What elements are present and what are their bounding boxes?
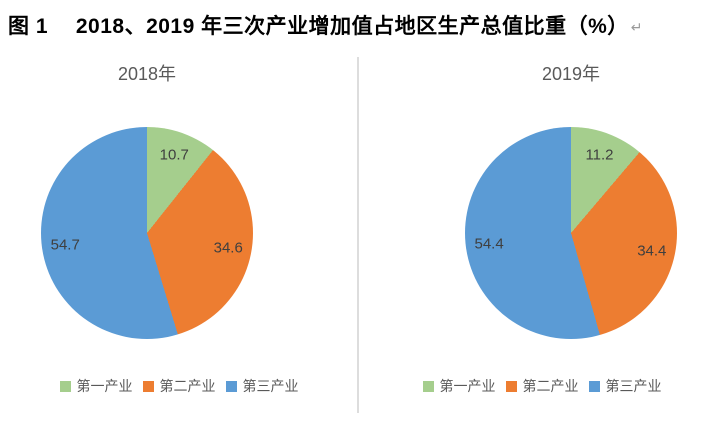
figure-title: 图 1 2018、2019 年三次产业增加值占地区生产总值比重（%） ↵	[8, 10, 643, 40]
pie-chart-2019[interactable]: 11.2 34.4 54.4	[465, 127, 677, 339]
chart-panel-2019[interactable]: 2019年 11.2 34.4 54.4 第一产业 第二产业 第三产业	[360, 48, 724, 420]
legend-label-secondary: 第二产业	[159, 378, 216, 394]
pie-value-label: 34.6	[213, 239, 243, 257]
pie-value-label: 54.7	[50, 236, 80, 254]
legend-label-primary: 第一产业	[439, 378, 496, 394]
pie-value-label: 10.7	[159, 146, 189, 164]
pie-chart-2018[interactable]: 10.7 34.6 54.7	[41, 127, 253, 339]
pie-value-label: 34.4	[637, 242, 667, 260]
legend-label-secondary: 第二产业	[522, 378, 579, 394]
legend-swatch-secondary-icon	[505, 380, 517, 392]
legend-item-secondary[interactable]: 第二产业	[505, 376, 579, 396]
legend-2018: 第一产业 第二产业 第三产业	[0, 376, 358, 396]
chart-panel-2018[interactable]: 2018年 10.7 34.6 54.7 第一产业 第二产业 第三产业	[0, 48, 358, 420]
chart-title-2018: 2018年	[117, 64, 177, 84]
pie-value-label: 54.4	[474, 235, 504, 253]
panel-divider-line	[357, 57, 359, 413]
legend-swatch-primary-icon	[59, 380, 71, 392]
legend-swatch-tertiary-icon	[588, 380, 600, 392]
paragraph-mark-icon: ↵	[630, 18, 644, 35]
figure-title-text: 图 1 2018、2019 年三次产业增加值占地区生产总值比重（%）	[8, 15, 629, 38]
legend-swatch-primary-icon	[422, 380, 434, 392]
legend-swatch-secondary-icon	[142, 380, 154, 392]
pie-value-label: 11.2	[585, 146, 614, 164]
legend-item-secondary[interactable]: 第二产业	[142, 376, 216, 396]
legend-item-tertiary[interactable]: 第三产业	[588, 376, 662, 396]
chart-title-2019: 2019年	[541, 64, 601, 84]
legend-label-tertiary: 第三产业	[605, 378, 662, 394]
legend-swatch-tertiary-icon	[225, 380, 237, 392]
legend-2019: 第一产业 第二产业 第三产业	[360, 376, 724, 396]
legend-label-primary: 第一产业	[76, 378, 133, 394]
legend-item-primary[interactable]: 第一产业	[422, 376, 496, 396]
legend-label-tertiary: 第三产业	[242, 378, 299, 394]
legend-item-primary[interactable]: 第一产业	[59, 376, 133, 396]
legend-item-tertiary[interactable]: 第三产业	[225, 376, 299, 396]
